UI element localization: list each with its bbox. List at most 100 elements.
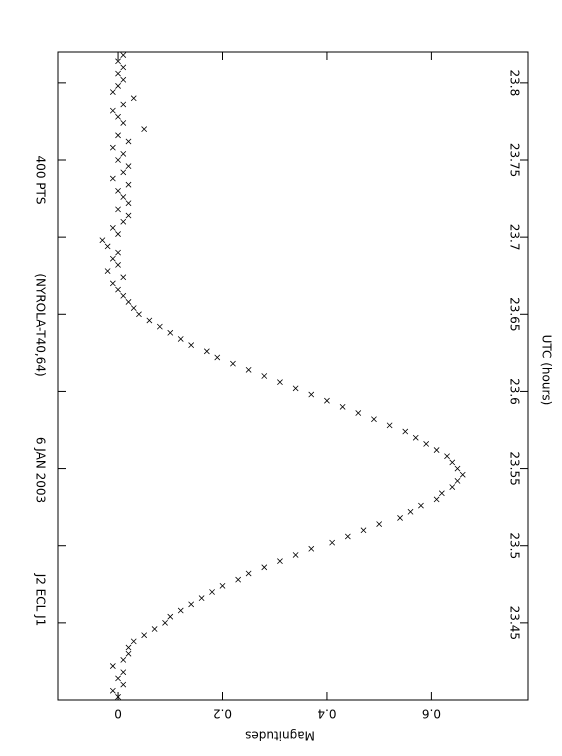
x-tick-label: 23.65 (508, 297, 522, 331)
point (459, 471, 466, 478)
point (109, 255, 116, 262)
point (177, 336, 184, 342)
point (120, 194, 127, 200)
point (120, 150, 127, 157)
plot-frame (57, 51, 529, 701)
point (115, 249, 121, 256)
x-axis-title: UTC (hours) (540, 335, 554, 406)
points-label: 400 PTS (34, 156, 48, 205)
point (115, 206, 121, 213)
point (162, 619, 168, 626)
point (324, 397, 330, 404)
point (308, 545, 315, 552)
point (115, 187, 121, 194)
point (141, 632, 148, 639)
point (109, 175, 116, 182)
point (115, 58, 121, 65)
point (109, 225, 116, 231)
point (141, 126, 148, 133)
point (125, 650, 132, 657)
point (188, 342, 195, 349)
point (115, 694, 121, 700)
point (120, 120, 127, 126)
point (167, 329, 174, 336)
point (125, 212, 132, 219)
point (454, 478, 461, 484)
point (125, 181, 132, 188)
chart-title: J2 ECL J1 (34, 573, 48, 627)
point (433, 496, 440, 503)
point (109, 687, 116, 694)
point (245, 570, 252, 577)
point (177, 607, 184, 614)
y-tick-label: 0 (114, 707, 122, 721)
point (120, 76, 127, 83)
point (209, 589, 215, 595)
point (423, 441, 430, 447)
point (386, 422, 393, 429)
point (115, 675, 121, 682)
point (120, 218, 127, 225)
point (99, 237, 106, 244)
point (156, 323, 163, 330)
point (230, 360, 236, 367)
point (120, 681, 127, 688)
x-tick-label: 23.7 (508, 224, 522, 251)
point (402, 428, 409, 435)
point (292, 552, 299, 558)
point (167, 613, 174, 620)
point (344, 533, 351, 540)
point (418, 502, 424, 509)
point (151, 626, 158, 632)
y-tick-label: 0.6 (422, 707, 441, 721)
point (261, 373, 268, 379)
point (438, 490, 445, 497)
point (109, 89, 116, 95)
point (120, 169, 127, 176)
point (115, 286, 121, 293)
point (261, 564, 268, 571)
point (115, 262, 121, 268)
x-tick-label: 23.45 (508, 606, 522, 640)
point (433, 447, 440, 453)
point (371, 416, 377, 423)
point (412, 434, 419, 441)
point (277, 558, 283, 565)
x-tick-label: 23.8 (508, 69, 522, 96)
point (214, 354, 221, 361)
point (292, 385, 299, 392)
point (115, 231, 121, 237)
point (130, 95, 137, 102)
point (120, 52, 127, 58)
point (407, 508, 414, 515)
point (125, 163, 132, 170)
point (449, 459, 456, 466)
point (120, 669, 127, 676)
point (235, 576, 242, 583)
y-tick-label: 0.4 (317, 707, 336, 721)
point (444, 453, 450, 460)
x-tick-label: 23.75 (508, 143, 522, 177)
point (203, 348, 210, 355)
point (130, 638, 137, 645)
point (125, 200, 132, 207)
point (104, 243, 111, 250)
point (130, 305, 137, 311)
point (125, 299, 132, 305)
point (277, 379, 283, 386)
point (120, 274, 127, 281)
point (120, 101, 127, 108)
point (104, 268, 111, 274)
point (198, 595, 205, 602)
point (360, 527, 367, 534)
x-tick-label: 23.55 (508, 451, 522, 485)
point (109, 663, 116, 669)
point (125, 138, 132, 145)
point (329, 539, 336, 546)
x-tick-label: 23.5 (508, 532, 522, 559)
date-label: 6 JAN 2003 (34, 437, 48, 503)
site-label: (NYROLA-T40,64) (34, 273, 48, 376)
x-tick-label: 23.6 (508, 378, 522, 405)
